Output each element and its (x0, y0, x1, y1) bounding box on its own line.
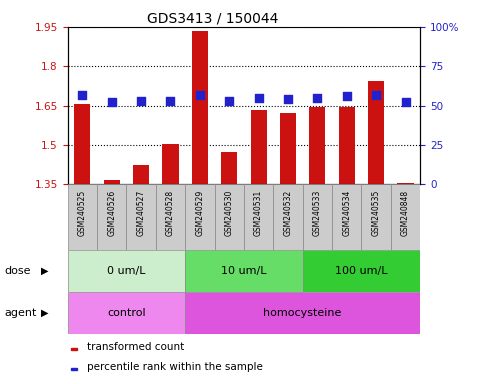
Point (372, 91, 380, 98)
Text: 0 um/L: 0 um/L (107, 266, 146, 276)
Text: 100 um/L: 100 um/L (335, 266, 388, 276)
Bar (185, 184, 214, 250)
Bar (303, 250, 420, 292)
Point (78, 91, 86, 98)
Text: GSM240526: GSM240526 (107, 190, 116, 236)
Bar (192, 31, 208, 184)
Text: GSM240535: GSM240535 (371, 190, 381, 236)
Bar (251, 109, 267, 184)
Bar (221, 152, 237, 184)
Bar (71, 348, 77, 349)
Text: GSM240534: GSM240534 (342, 190, 351, 236)
Bar (361, 184, 391, 250)
Bar (332, 184, 361, 250)
Bar (309, 108, 326, 184)
Text: dose: dose (5, 266, 31, 276)
Point (313, 94, 321, 101)
Text: GSM240531: GSM240531 (254, 190, 263, 236)
Bar (280, 114, 296, 184)
Bar (185, 250, 303, 292)
Text: GSM240532: GSM240532 (284, 190, 293, 236)
Bar (162, 144, 179, 184)
Bar (68, 292, 185, 334)
Point (137, 98, 145, 104)
Text: ▶: ▶ (41, 308, 48, 318)
Bar (398, 183, 413, 184)
Bar (244, 184, 273, 250)
Point (402, 99, 410, 106)
Bar (71, 368, 77, 370)
Bar (185, 292, 420, 334)
Text: 10 um/L: 10 um/L (221, 266, 267, 276)
Bar (156, 184, 185, 250)
Bar (68, 250, 185, 292)
Bar (391, 184, 420, 250)
Bar (104, 180, 120, 184)
Point (284, 96, 292, 103)
Text: GSM240525: GSM240525 (78, 190, 87, 236)
Bar (127, 184, 156, 250)
Text: GSM240527: GSM240527 (137, 190, 145, 236)
Bar (68, 184, 97, 250)
Text: transformed count: transformed count (87, 342, 184, 352)
Point (226, 98, 233, 104)
Point (343, 93, 351, 99)
Bar (368, 81, 384, 184)
Text: percentile rank within the sample: percentile rank within the sample (87, 362, 263, 372)
Bar (97, 184, 127, 250)
Bar (74, 104, 90, 184)
Point (167, 98, 174, 104)
Text: GSM240529: GSM240529 (195, 190, 204, 236)
Bar (303, 184, 332, 250)
Bar (273, 184, 303, 250)
Point (255, 94, 262, 101)
Text: ▶: ▶ (41, 266, 48, 276)
Text: GSM240533: GSM240533 (313, 190, 322, 236)
Bar (339, 107, 355, 184)
Text: GDS3413 / 150044: GDS3413 / 150044 (147, 12, 278, 25)
Point (196, 91, 204, 98)
Text: GSM240848: GSM240848 (401, 190, 410, 236)
Point (108, 99, 115, 106)
Text: control: control (107, 308, 146, 318)
Bar (214, 184, 244, 250)
Text: GSM240530: GSM240530 (225, 190, 234, 236)
Text: GSM240528: GSM240528 (166, 190, 175, 236)
Text: agent: agent (5, 308, 37, 318)
Text: homocysteine: homocysteine (264, 308, 342, 318)
Bar (133, 165, 149, 184)
